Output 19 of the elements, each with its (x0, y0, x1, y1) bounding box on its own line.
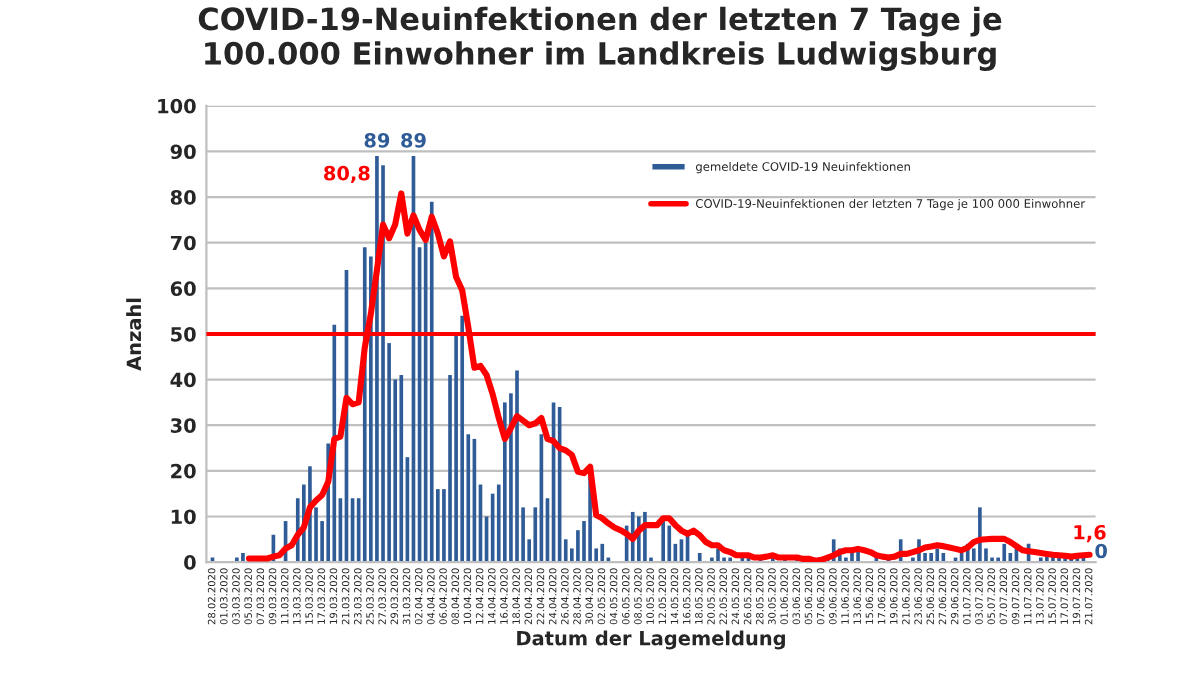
y-tick-label: 60 (170, 281, 196, 296)
x-axis-title: Datum der Lagemeldung (517, 630, 785, 650)
chart-title: COVID-19-Neuinfektionen der letzten 7 Tage je 100.000 Einwohner im Landkreis Ludwigsburg (198, 6, 1002, 72)
y-axis-title: Anzahl (126, 298, 142, 371)
data-label: 1,6 (1074, 524, 1106, 543)
y-tick-label: 40 (170, 372, 196, 388)
y-tick-label: 50 (171, 326, 196, 342)
y-tick-label: 20 (171, 463, 196, 479)
y-tick-label: 30 (170, 418, 196, 433)
y-tick-label: 90 (170, 144, 196, 160)
y-tick-label: 10 (171, 509, 196, 525)
data-label: 0 (1095, 543, 1107, 559)
y-tick-label: 100 (158, 98, 196, 114)
data-label: 89 (364, 132, 390, 148)
data-label: 89 (401, 132, 426, 148)
y-tick-label: 70 (170, 235, 196, 251)
y-tick-label: 80 (170, 190, 196, 205)
y-tick-label: 0 (184, 555, 196, 570)
data-label: 80,8 (324, 165, 370, 184)
